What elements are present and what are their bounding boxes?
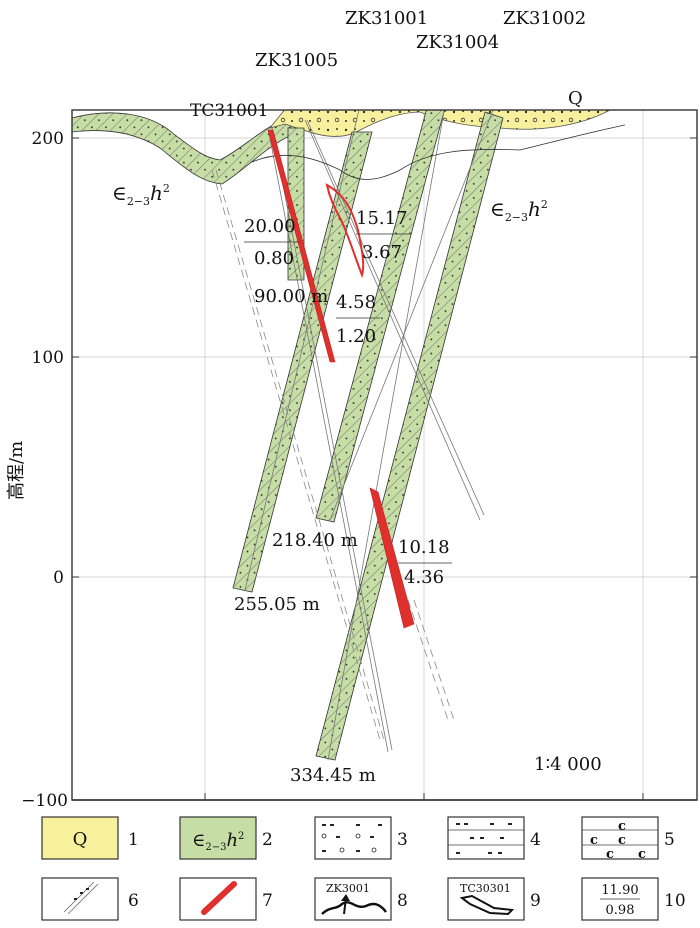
ore2-bottom: 3.67: [362, 242, 402, 263]
legend-box-2: [179, 816, 257, 860]
legend-box-4-lines: [448, 829, 524, 846]
legend-box-9-symbol: [459, 894, 515, 916]
legend-box-7-ore: [201, 881, 237, 915]
scale-label: 1∶4 000: [534, 754, 602, 775]
label-zk31002: ZK31002: [503, 8, 586, 29]
drillhole-traces: [244, 110, 494, 761]
legend-box-5: [581, 816, 659, 860]
legend-box-5-lines: [582, 829, 658, 846]
legend-box-9-text: TC30301: [460, 882, 511, 895]
legend-num-6: 6: [128, 891, 139, 911]
formation-surface-band: [72, 112, 301, 185]
y-tick-0: 0: [53, 568, 64, 588]
formation-strip-2: [232, 131, 373, 593]
depth-255: 255.05 m: [234, 594, 320, 615]
legend-box-8-symbol: [321, 901, 387, 915]
label-tc31001: TC31001: [190, 101, 268, 121]
legend-num-9: 9: [530, 891, 541, 911]
legend-box-9: [447, 877, 525, 921]
legend-box-5-c2: c: [590, 833, 598, 848]
legend-box-8-arrowhead: [341, 894, 350, 901]
contour-line: [251, 124, 626, 180]
legend-num-10: 10: [664, 891, 686, 911]
ore1-bottom: 0.80: [254, 248, 294, 269]
y-tick-minus100: −100: [21, 791, 68, 811]
legend-box-6: [41, 877, 119, 921]
legend-box-1: [41, 816, 119, 860]
ore3-bottom: 1.20: [336, 326, 376, 347]
formation-label-left: ∈2−3h2: [112, 181, 170, 208]
legend-box-5-c5: c: [638, 847, 646, 862]
ore-body-1: [267, 129, 336, 363]
legend-num-5: 5: [664, 830, 675, 850]
label-zk31001: ZK31001: [345, 8, 428, 29]
depth-218: 218.40 m: [272, 530, 358, 551]
ore2-top: 15.17: [356, 208, 408, 229]
formation-strip-3: [315, 110, 445, 523]
legend-box-8: [314, 877, 392, 921]
ore-body-3: [369, 487, 415, 629]
legend-box-5-c3: c: [618, 833, 626, 848]
legend-box-6-dots: [74, 888, 89, 900]
legend-num-8: 8: [397, 891, 408, 911]
label-zk31005: ZK31005: [255, 50, 338, 71]
legend-box-10-top: 11.90: [601, 883, 638, 898]
quaternary-cover: [268, 110, 611, 137]
legend: Q 1 ∈2−3h2 2 3 4 c c c: [41, 816, 686, 921]
ore4-bottom: 4.36: [404, 567, 444, 588]
legend-box-5-c4: c: [606, 847, 614, 862]
legend-num-2: 2: [262, 830, 273, 850]
label-zk31004: ZK31004: [416, 32, 499, 53]
depth-90: 90.00 m: [254, 286, 328, 307]
legend-box-4-dots: [456, 823, 512, 854]
legend-box-2-text: ∈2−3h2: [192, 830, 244, 853]
y-tick-100: 100: [32, 348, 64, 368]
legend-box-6-lines: [63, 881, 99, 915]
quaternary-label: Q: [568, 88, 583, 109]
legend-num-1: 1: [128, 830, 139, 850]
formation-label-right: ∈2−3h2: [490, 197, 548, 224]
y-tick-200: 200: [32, 129, 64, 149]
ore-body-2: [325, 183, 365, 279]
legend-box-8-text: ZK3001: [326, 882, 370, 895]
ore3-top: 4.58: [336, 292, 376, 313]
axis-ticks: [72, 137, 697, 800]
legend-box-3-dots: [321, 824, 382, 853]
legend-num-3: 3: [397, 830, 408, 850]
legend-box-5-c1: c: [618, 819, 626, 834]
trench-dashed-lines: [211, 169, 455, 741]
ore4-top: 10.18: [398, 537, 450, 558]
legend-num-4: 4: [530, 830, 541, 850]
legend-box-1-text: Q: [73, 829, 88, 850]
legend-box-10-bottom: 0.98: [606, 903, 635, 918]
legend-num-7: 7: [262, 891, 273, 911]
legend-box-3: [314, 816, 392, 860]
ore1-top: 20.00: [244, 216, 296, 237]
depth-334: 334.45 m: [290, 765, 376, 786]
y-axis-label: 高程/m: [6, 441, 27, 500]
